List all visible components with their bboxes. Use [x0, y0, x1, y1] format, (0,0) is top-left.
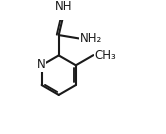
Text: N: N: [37, 58, 45, 71]
Text: NH: NH: [55, 0, 73, 13]
Text: CH₃: CH₃: [94, 49, 116, 62]
Text: NH₂: NH₂: [80, 32, 102, 45]
